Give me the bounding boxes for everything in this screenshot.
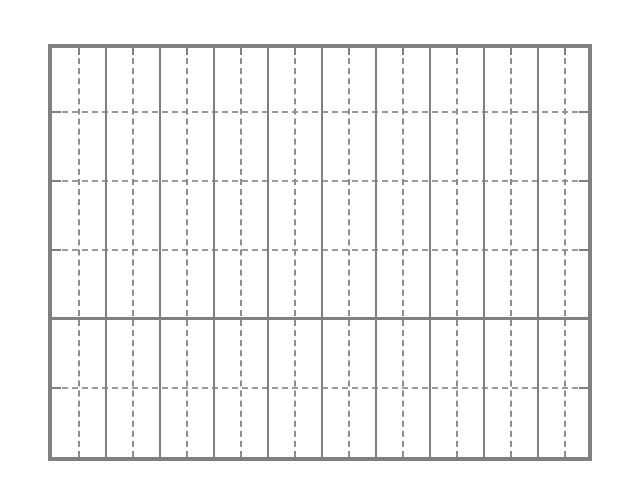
tick-top-day	[105, 48, 107, 60]
gridline-v-half	[240, 48, 242, 457]
tick-top-half	[294, 48, 296, 55]
gridline-v-half	[510, 48, 512, 457]
tick-top-half	[456, 48, 458, 55]
gridline-v-half	[402, 48, 404, 457]
tick-top-day	[159, 48, 161, 60]
gridline-v-half	[564, 48, 566, 457]
gridline-v-day	[375, 48, 377, 457]
gridline-v-half	[456, 48, 458, 457]
tick-top-half	[564, 48, 566, 55]
tick-top-half	[240, 48, 242, 55]
tick-top-half	[186, 48, 188, 55]
tick-top-half	[510, 48, 512, 55]
tick-top-day	[375, 48, 377, 60]
gridline-h	[52, 111, 588, 113]
gridline-v-day	[429, 48, 431, 457]
gridline-v-half	[348, 48, 350, 457]
gridline-h	[52, 249, 588, 251]
gridline-v-day	[159, 48, 161, 457]
gridline-v-half	[186, 48, 188, 457]
gridline-v-day	[213, 48, 215, 457]
gridline-v-day	[321, 48, 323, 457]
tick-left	[52, 249, 61, 251]
tick-top-half	[348, 48, 350, 55]
tick-left	[52, 387, 61, 389]
tick-left	[52, 111, 61, 113]
tick-top-day	[429, 48, 431, 60]
gridline-v-half	[294, 48, 296, 457]
gridline-v-day	[537, 48, 539, 457]
tick-top-half	[132, 48, 134, 55]
zero-line	[52, 317, 588, 320]
plot-area[interactable]	[48, 44, 592, 461]
plot-inner	[52, 48, 588, 457]
tick-top-day	[267, 48, 269, 60]
tick-right	[579, 387, 588, 389]
tick-right	[579, 317, 588, 319]
gridline-v-half	[132, 48, 134, 457]
gridline-v-half	[78, 48, 80, 457]
gridline-v-day	[105, 48, 107, 457]
tick-top-day	[321, 48, 323, 60]
gridline-h	[52, 387, 588, 389]
tick-top-half	[402, 48, 404, 55]
tick-top-day	[213, 48, 215, 60]
gridline-v-day	[267, 48, 269, 457]
tick-left	[52, 317, 61, 319]
gridline-v-day	[483, 48, 485, 457]
tick-right	[579, 180, 588, 182]
tick-top-day	[483, 48, 485, 60]
tick-left	[52, 180, 61, 182]
tick-top-day	[537, 48, 539, 60]
gridline-h	[52, 180, 588, 182]
tick-right	[579, 249, 588, 251]
tick-right	[579, 111, 588, 113]
tick-top-half	[78, 48, 80, 55]
